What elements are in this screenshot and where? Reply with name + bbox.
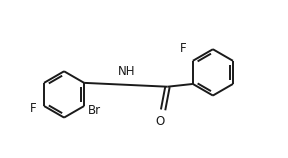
Text: F: F xyxy=(180,42,186,55)
Text: F: F xyxy=(30,102,37,115)
Text: O: O xyxy=(156,115,165,128)
Text: Br: Br xyxy=(88,104,101,117)
Text: NH: NH xyxy=(118,65,135,78)
